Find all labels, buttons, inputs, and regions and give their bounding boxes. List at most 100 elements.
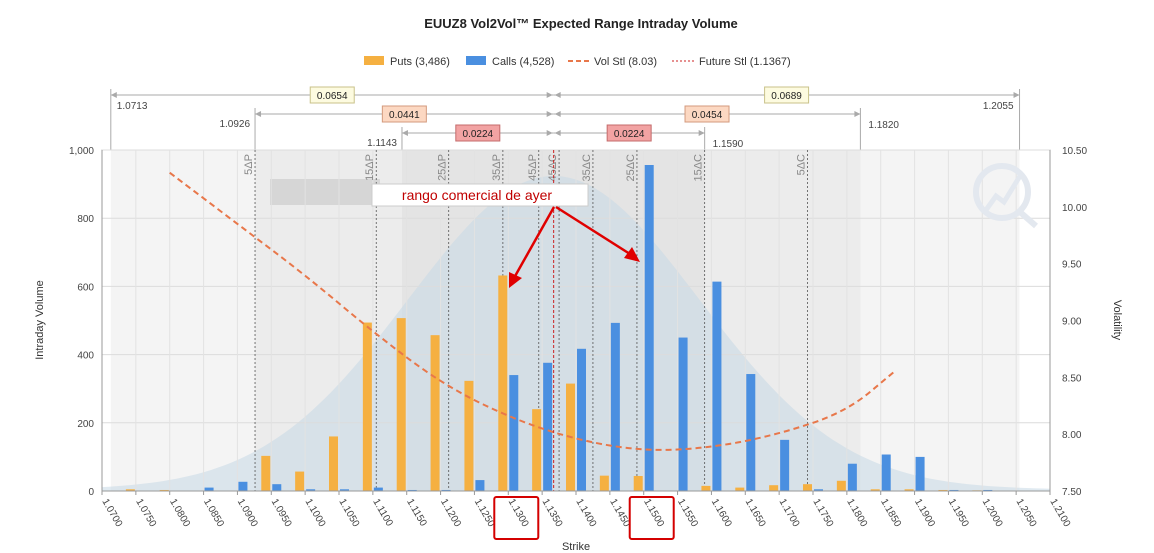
y-tick-label: 800	[77, 214, 94, 225]
range-arrow	[401, 130, 408, 136]
legend-puts-label: Puts (3,486)	[390, 56, 450, 68]
annotation-box	[371, 183, 589, 207]
legend-future-label: Future Stl (1.1367)	[699, 56, 791, 68]
legend-puts-swatch	[364, 56, 384, 65]
y-tick-label: 0	[88, 487, 94, 498]
x-tick-label: 1.0900	[235, 497, 260, 529]
x-tick-label: 1.1600	[709, 497, 734, 529]
bar-put	[396, 318, 406, 491]
x-tick-label: 1.1750	[810, 497, 835, 529]
bar-put	[261, 455, 271, 491]
bar-call	[272, 484, 282, 491]
bar-call	[340, 489, 349, 491]
x-tick-label: 1.0950	[269, 497, 294, 529]
bar-call	[577, 348, 586, 491]
bar-call	[814, 489, 823, 491]
annotation: rango comercial de ayer	[371, 183, 640, 288]
range-low-label: 1.0713	[117, 101, 148, 112]
bar-call	[712, 281, 722, 491]
x-tick-label: 1.1850	[878, 497, 903, 529]
range-arrow	[110, 92, 117, 98]
bar-put	[599, 475, 609, 491]
range-width-label: 0.0454	[692, 110, 723, 121]
annotation-arrowhead-right	[624, 247, 640, 262]
legend: Puts (3,486) Calls (4,528) Vol Stl (8.03…	[364, 56, 791, 68]
bar-put	[904, 489, 914, 491]
delta-label: 5ΔC	[796, 154, 808, 175]
x-tick-label: 1.1250	[472, 497, 497, 529]
x-tick-label: 1.1100	[370, 497, 395, 529]
y-tick-label: 200	[77, 419, 94, 430]
y2-tick-label: 10.50	[1062, 146, 1087, 157]
bar-call	[306, 489, 316, 491]
range-arrow	[554, 130, 561, 136]
delta-label: 35ΔP	[491, 154, 503, 181]
bar-put	[735, 487, 745, 491]
bar-call	[847, 463, 857, 491]
range-low-label: 1.1143	[367, 138, 397, 149]
y2-tick-label: 10.00	[1062, 203, 1087, 214]
expected-ranges: 1.0713 1.2055 0.0654 0.0689 1.0926 1.1820 0.04…	[110, 86, 1021, 150]
bar-put	[362, 322, 372, 491]
x-tick-label: 1.1150	[404, 497, 429, 529]
bar-call	[204, 487, 214, 491]
bar-call	[441, 489, 451, 491]
y-tick-label: 1,000	[69, 146, 94, 157]
x-tick-label: 1.1550	[675, 497, 700, 529]
range-arrow	[554, 111, 561, 117]
plot-area: 5ΔP 15ΔP 25ΔP 35ΔP 45ΔP 45ΔC 35ΔC 25ΔC 15ΔC 5ΔC	[101, 149, 1051, 492]
x-tick-label: 1.1700	[777, 497, 802, 529]
bar-call	[610, 322, 620, 491]
bar-put	[532, 409, 542, 491]
range-arrow	[546, 92, 553, 98]
x-tick-label: 1.1400	[573, 497, 598, 529]
bar-put	[769, 485, 779, 491]
range-high-label: 1.1590	[713, 139, 744, 150]
y2-tick-label: 9.00	[1062, 317, 1082, 328]
delta-label: 45ΔP	[527, 154, 539, 181]
x-tick-label: 1.0850	[201, 497, 226, 529]
y-axis-label: Intraday Volume	[34, 280, 46, 360]
y2-tick-label: 7.50	[1062, 487, 1082, 498]
bar-call	[983, 489, 993, 491]
range-width-label: 0.0689	[771, 91, 802, 102]
range-arrow	[854, 111, 861, 117]
x-tick-label: 1.1000	[303, 497, 328, 529]
bar-call	[509, 375, 519, 491]
x-tick-label: 1.1800	[844, 497, 869, 529]
x-tick-label: 1.0700	[99, 497, 124, 529]
x-tick-highlight	[628, 496, 675, 540]
range-width-label: 0.0224	[463, 129, 494, 140]
bar-call	[475, 480, 485, 491]
bar-call	[915, 456, 925, 491]
bar-put	[159, 489, 169, 491]
bar-put	[430, 335, 440, 491]
range-arrow	[546, 130, 553, 136]
x-tick-label: 1.1350	[540, 497, 565, 529]
bar-call	[238, 481, 248, 491]
bar-put	[701, 485, 711, 491]
vol-curve-line	[169, 171, 895, 451]
y-axis-right: 7.50 8.00 8.50 9.00 9.50 10.00 10.50	[1049, 146, 1087, 498]
x-tick-label: 1.1450	[607, 497, 632, 529]
shaded-block	[270, 179, 380, 205]
bar-put	[870, 489, 880, 491]
range-width-box	[381, 105, 427, 123]
x-axis: 1.0700 1.0750 1.0800 1.0850 1.0900 1.0950 1.10…	[99, 490, 1072, 540]
range-arrow	[554, 92, 561, 98]
bar-put	[803, 484, 812, 491]
range-width-box	[309, 86, 355, 104]
bar-put	[836, 480, 846, 491]
range-arrow	[546, 111, 553, 117]
annotation-arrow-right	[555, 205, 631, 256]
x-axis-label: Strike	[562, 541, 590, 553]
range-width-label: 0.0441	[389, 110, 420, 121]
legend-calls-label: Calls (4,528)	[492, 56, 554, 68]
bar-call	[407, 489, 417, 491]
y-tick-label: 400	[77, 351, 94, 362]
annotation-text: rango comercial de ayer	[402, 187, 553, 203]
range-width-label: 0.0224	[614, 129, 645, 140]
chart-title: EUUZ8 Vol2Vol™ Expected Range Intraday V…	[424, 16, 738, 31]
x-tick-label: 1.1650	[743, 497, 768, 529]
